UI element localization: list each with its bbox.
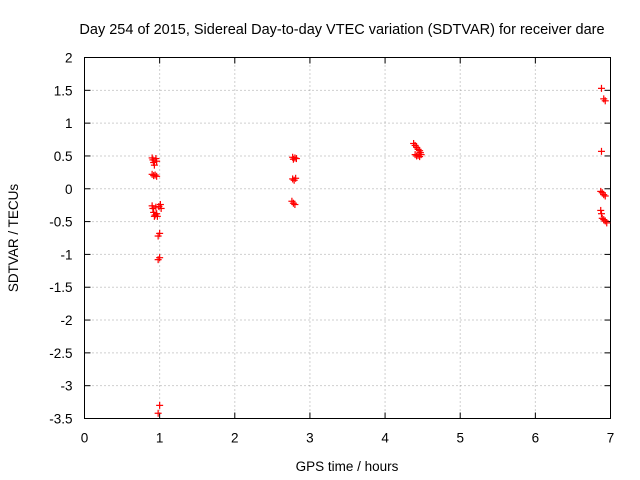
- chart-title: Day 254 of 2015, Sidereal Day-to-day VTE…: [79, 22, 604, 38]
- data-point: [292, 174, 300, 182]
- y-tick-label: -2.5: [49, 346, 72, 361]
- y-tick-label: -3.5: [49, 412, 72, 427]
- y-tick-label: 2: [65, 51, 73, 66]
- data-point: [153, 212, 161, 220]
- data-point: [414, 151, 422, 159]
- data-point: [411, 151, 419, 159]
- x-tick-labels: 0 1 2 3 4 5 6 7: [81, 431, 615, 446]
- x-tick-label: 7: [607, 431, 615, 446]
- data-point: [603, 219, 611, 227]
- data-point: [291, 201, 299, 209]
- data-point: [292, 155, 300, 163]
- data-point: [600, 216, 608, 224]
- data-point: [150, 172, 158, 180]
- data-point: [156, 401, 164, 409]
- data-point: [148, 170, 156, 178]
- data-point: [150, 161, 158, 169]
- data-point: [151, 171, 159, 179]
- x-tick-label: 0: [81, 431, 89, 446]
- y-tick-label: 1: [65, 116, 73, 131]
- data-point: [149, 204, 157, 212]
- data-point: [156, 201, 164, 209]
- x-tick-label: 2: [231, 431, 239, 446]
- y-tick-label: -0.5: [49, 215, 72, 230]
- plot-frame: [84, 57, 611, 419]
- data-point: [154, 409, 162, 417]
- data-point: [597, 187, 605, 195]
- data-point: [597, 206, 605, 214]
- y-axis-label: SDTVAR / TECUs: [6, 184, 21, 293]
- y-tick-label: 0: [65, 182, 73, 197]
- data-point: [597, 147, 605, 155]
- x-tick-label: 1: [156, 431, 164, 446]
- data-point: [417, 151, 425, 159]
- data-point: [597, 84, 605, 92]
- data-point: [600, 191, 608, 199]
- grid-lines: [84, 57, 611, 419]
- data-point: [597, 210, 605, 218]
- y-tick-label: 1.5: [54, 83, 73, 98]
- y-tick-label: -1.5: [49, 280, 72, 295]
- y-tick-labels: 2 1.5 1 0.5 0 -0.5 -1 -1.5 -2 -2.5 -3 -3.5: [49, 51, 72, 427]
- y-tick-label: -1: [60, 247, 72, 262]
- data-point: [153, 172, 161, 180]
- y-tick-label: -3: [60, 379, 72, 394]
- axis-ticks: [84, 57, 611, 419]
- y-tick-label: 0.5: [54, 149, 73, 164]
- data-point: [291, 154, 299, 162]
- x-tick-label: 5: [456, 431, 464, 446]
- y-tick-label: -2: [60, 313, 72, 328]
- data-point: [156, 254, 164, 262]
- data-point: [289, 175, 297, 183]
- data-point: [601, 97, 609, 105]
- x-axis-label: GPS time / hours: [296, 459, 399, 474]
- data-point: [157, 204, 165, 212]
- data-point: [289, 155, 297, 163]
- x-tick-label: 4: [381, 431, 389, 446]
- x-tick-label: 6: [532, 431, 540, 446]
- data-point: [601, 192, 609, 200]
- data-point: [413, 152, 421, 160]
- data-point: [153, 157, 161, 165]
- data-point: [289, 199, 297, 207]
- data-points: [148, 84, 611, 417]
- data-point: [152, 203, 160, 211]
- data-point: [156, 229, 164, 237]
- x-tick-label: 3: [306, 431, 314, 446]
